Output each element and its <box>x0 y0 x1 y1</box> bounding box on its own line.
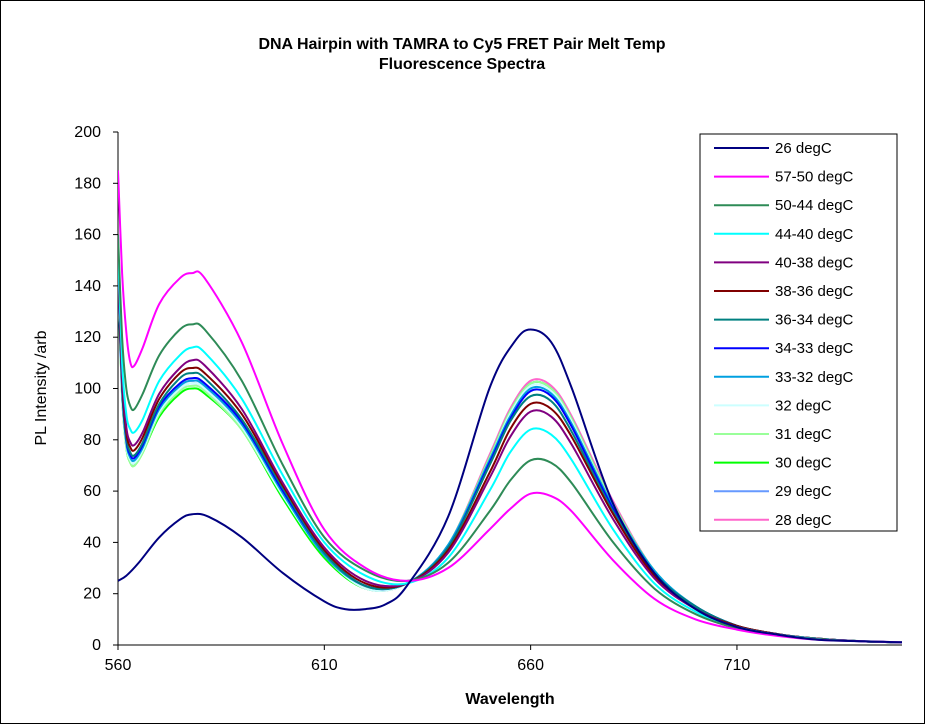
legend-label: 38-36 degC <box>775 283 854 300</box>
y-tick-label: 40 <box>83 534 101 551</box>
x-ticks: 560 610 660 710 <box>105 645 751 674</box>
legend-label: 26 degC <box>775 140 832 157</box>
chart-title-line2: Fluorescence Spectra <box>379 56 545 73</box>
y-tick-label: 180 <box>74 175 101 192</box>
y-tick-label: 100 <box>74 381 101 398</box>
y-tick-label: 60 <box>83 483 101 500</box>
y-tick-label: 120 <box>74 329 101 346</box>
legend-label: 31 degC <box>775 426 832 443</box>
legend-label: 36-34 degC <box>775 312 854 329</box>
legend-label: 33-32 degC <box>775 369 854 386</box>
x-tick-label: 710 <box>724 657 751 674</box>
y-tick-label: 140 <box>74 278 101 295</box>
chart-title-line1: DNA Hairpin with TAMRA to Cy5 FRET Pair … <box>258 36 665 53</box>
x-tick-label: 560 <box>105 657 132 674</box>
y-tick-label: 80 <box>83 432 101 449</box>
y-ticks: 0 20 40 60 80 100 120 140 160 180 200 <box>74 124 118 654</box>
legend-label: 28 degC <box>775 512 832 529</box>
legend-label: 57-50 degC <box>775 169 854 186</box>
legend-label: 29 degC <box>775 483 832 500</box>
y-tick-label: 160 <box>74 227 101 244</box>
series-group <box>118 170 902 644</box>
legend-label: 32 degC <box>775 397 832 414</box>
series-line-57-50-degc <box>118 170 902 644</box>
y-tick-label: 20 <box>83 586 101 603</box>
series-line-26-degc <box>118 328 902 644</box>
x-tick-label: 660 <box>517 657 544 674</box>
legend-box <box>699 133 898 532</box>
y-tick-label: 0 <box>92 637 101 654</box>
legend-label: 50-44 degC <box>775 197 854 214</box>
x-axis-title: Wavelength <box>465 691 554 708</box>
legend: 26 degC 57-50 degC 50-44 degC 44-40 degC 40-… <box>699 133 898 532</box>
legend-label: 40-38 degC <box>775 254 854 271</box>
y-tick-label: 200 <box>74 124 101 141</box>
x-tick-label: 610 <box>311 657 338 674</box>
legend-label: 30 degC <box>775 455 832 472</box>
legend-label: 44-40 degC <box>775 226 854 243</box>
series-line-44-40-degc <box>118 247 902 644</box>
y-axis-title: PL Intensity /arb <box>33 330 50 445</box>
legend-label: 34-33 degC <box>775 340 854 357</box>
